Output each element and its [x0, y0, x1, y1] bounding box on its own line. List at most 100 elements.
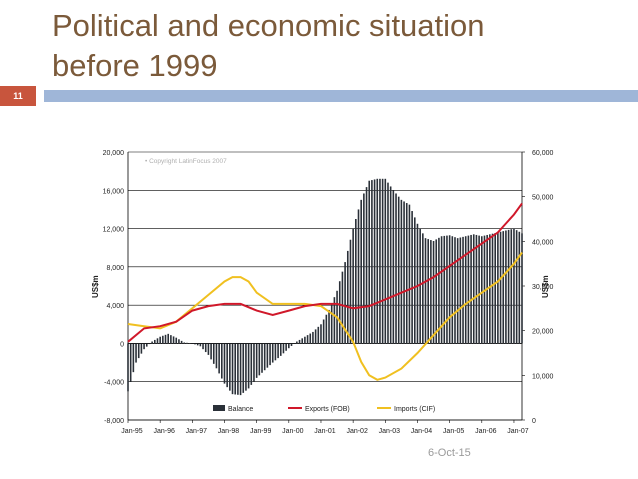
balance-bar	[478, 235, 480, 344]
balance-bar	[521, 233, 523, 344]
legend-label-balance: Balance	[228, 406, 253, 413]
balance-bar	[223, 343, 226, 384]
balance-bar	[306, 335, 309, 344]
balance-bar	[513, 228, 515, 344]
balance-bar	[384, 178, 387, 344]
balance-bar	[239, 343, 242, 396]
balance-bar	[191, 343, 194, 344]
balance-bar	[355, 219, 357, 344]
y-tick-label-right: 10,000	[532, 373, 554, 380]
balance-bar	[129, 343, 132, 382]
balance-bar	[298, 339, 301, 344]
balance-bar	[269, 343, 271, 366]
balance-bar	[154, 339, 156, 344]
balance-bar	[416, 223, 419, 344]
y-axis-label-left: US$m	[91, 275, 100, 298]
x-tick-label: Jan-04	[411, 428, 433, 435]
balance-bar	[137, 343, 140, 359]
balance-bar	[379, 178, 381, 344]
y-tick-label-right: 30,000	[532, 284, 554, 291]
balance-bar	[221, 343, 223, 379]
balance-bar	[419, 228, 421, 344]
balance-bar	[127, 343, 129, 392]
balance-bar	[328, 309, 330, 344]
x-tick-label: Jan-95	[121, 428, 143, 435]
balance-bar	[376, 178, 379, 344]
balance-bar	[381, 178, 384, 344]
balance-bar	[229, 343, 231, 391]
balance-bar	[440, 236, 443, 344]
balance-bar	[475, 234, 478, 344]
y-tick-label-right: 20,000	[532, 329, 554, 336]
y-tick-label-right: 50,000	[532, 195, 554, 202]
balance-bar	[231, 343, 234, 395]
x-tick-label: Jan-98	[218, 428, 240, 435]
balance-bar	[301, 338, 304, 344]
balance-bar	[413, 217, 416, 344]
balance-bar	[338, 281, 341, 344]
balance-bar	[467, 235, 470, 344]
legend-label-imports: Imports (CIF)	[394, 406, 435, 413]
balance-bar	[274, 343, 277, 361]
balance-bar	[325, 314, 328, 344]
balance-bar	[389, 186, 392, 344]
balance-bar	[446, 235, 448, 344]
title-rule-bar	[44, 90, 638, 102]
balance-bar	[255, 343, 258, 378]
balance-bar	[226, 343, 228, 388]
slide-title-line-1: Political and economic situation	[52, 8, 485, 43]
balance-bar	[175, 337, 178, 344]
balance-bar	[159, 336, 161, 344]
balance-bar	[411, 211, 413, 344]
balance-bar	[164, 334, 167, 344]
balance-bar	[518, 231, 521, 344]
balance-bar	[352, 228, 354, 344]
balance-bar	[263, 343, 266, 371]
balance-bar	[400, 199, 403, 344]
y-tick-label-right: 0	[532, 418, 536, 425]
balance-bar	[143, 343, 145, 350]
x-tick-label: Jan-00	[282, 428, 304, 435]
balance-bar	[309, 333, 312, 344]
balance-bar	[346, 250, 349, 344]
balance-bar	[344, 262, 346, 344]
y-tick-label-left: 12,000	[103, 227, 125, 234]
balance-bar	[349, 239, 352, 344]
balance-bar	[135, 343, 137, 363]
x-tick-label: Jan-99	[250, 428, 272, 435]
balance-bar	[505, 230, 507, 344]
balance-bar	[293, 343, 295, 344]
footer-date: 6-Oct-15	[428, 447, 471, 459]
balance-bar	[430, 240, 432, 344]
balance-bar	[360, 199, 362, 344]
balance-bar	[438, 237, 440, 344]
legend-swatch-balance	[213, 405, 225, 411]
balance-bar	[333, 297, 336, 344]
y-tick-label-left: 0	[120, 341, 124, 348]
balance-bar	[132, 343, 135, 373]
balance-bar	[312, 331, 314, 344]
y-tick-label-left: 8,000	[106, 265, 124, 272]
y-tick-label-left: -8,000	[104, 418, 124, 425]
balance-bar	[288, 343, 290, 349]
balance-bar	[170, 335, 172, 344]
balance-bar	[180, 340, 183, 344]
balance-bar	[172, 336, 175, 344]
balance-bar	[472, 234, 475, 344]
balance-bar	[499, 231, 502, 344]
balance-bar	[282, 343, 285, 354]
balance-bar	[183, 342, 186, 344]
balance-bar	[494, 233, 496, 344]
balance-bar	[188, 343, 191, 344]
imports-line	[127, 251, 523, 381]
balance-bar	[435, 239, 438, 344]
balance-bar	[408, 204, 411, 344]
balance-bar	[497, 232, 499, 344]
balance-bar	[258, 343, 261, 376]
balance-bar	[464, 236, 467, 344]
legend-label-exports: Exports (FOB)	[305, 406, 350, 413]
balance-bar	[261, 343, 263, 373]
balance-bar	[363, 193, 365, 344]
balance-bar	[357, 209, 360, 344]
balance-bar	[167, 333, 170, 344]
